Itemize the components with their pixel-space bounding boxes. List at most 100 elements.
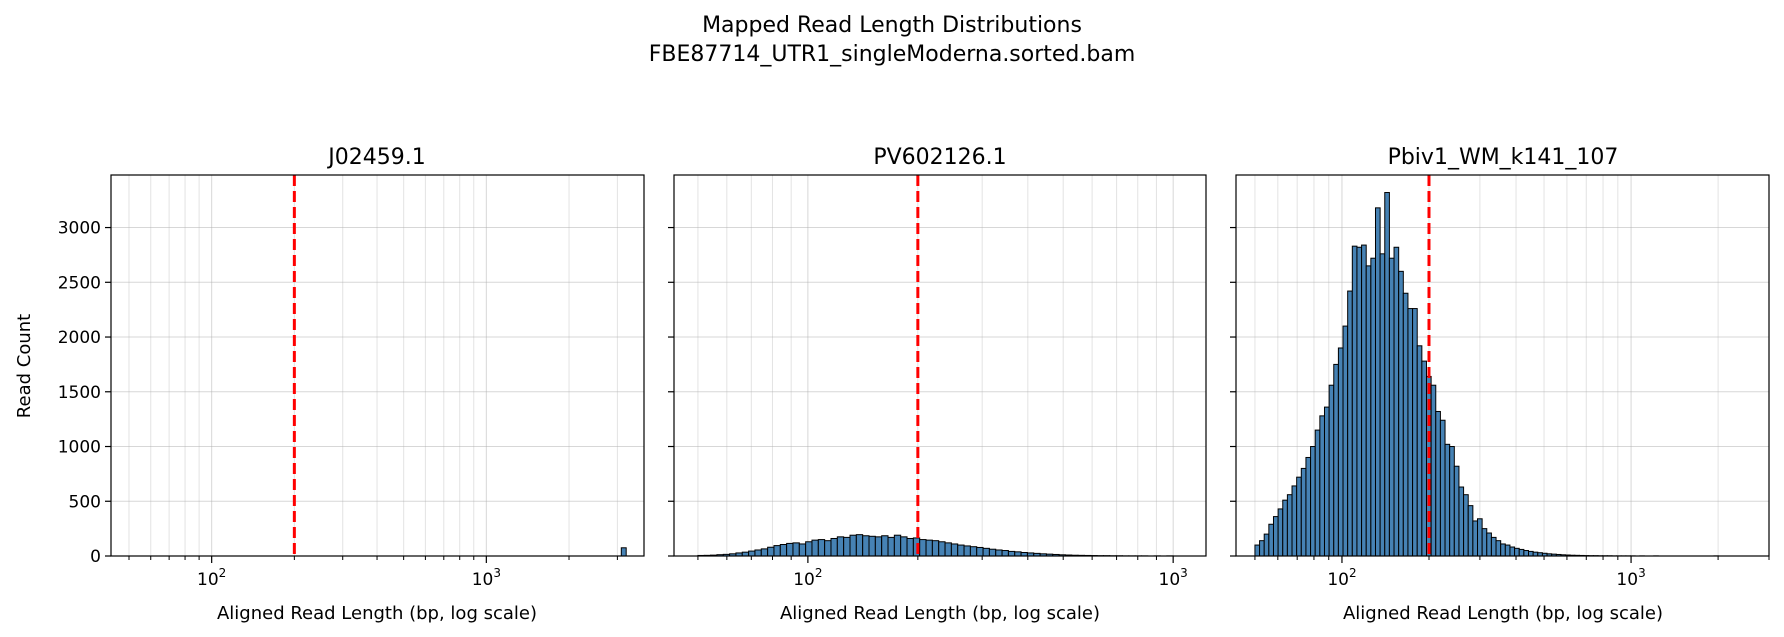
histogram-bar: [1356, 246, 1363, 557]
axes-frame: [673, 174, 1207, 557]
bars: [620, 547, 627, 557]
x-tick-label: 102: [1327, 566, 1356, 590]
histogram-bar: [1388, 257, 1395, 557]
histogram-bar: [1337, 347, 1344, 557]
y-ticks: [668, 226, 674, 557]
histogram-bar: [1412, 308, 1418, 557]
histogram-bar: [836, 536, 845, 557]
histogram-bar: [950, 543, 959, 557]
histogram-bar: [1272, 516, 1279, 557]
histogram-bar: [1263, 533, 1270, 557]
grid: [111, 175, 644, 557]
y-tick-label: 0: [90, 547, 101, 567]
x-tick-label: 102: [793, 566, 822, 590]
y-tick-label: 2500: [58, 273, 101, 293]
x-tick-label: 102: [197, 566, 226, 590]
histogram-bar: [779, 544, 788, 557]
histogram-bar: [862, 535, 870, 557]
histogram-bar: [988, 548, 997, 557]
x-ticks: 102 103: [697, 556, 1188, 590]
grid: [674, 175, 1206, 557]
histogram-bar: [1472, 520, 1478, 557]
histogram-bar: [1305, 456, 1312, 557]
histogram-bar: [792, 542, 800, 557]
histogram-bar: [1296, 476, 1302, 557]
y-axis-label: Read Count: [14, 314, 35, 418]
histogram-bar: [1351, 245, 1358, 557]
histogram-bar: [1393, 246, 1400, 557]
histogram-bar: [1259, 540, 1265, 557]
x-ticks: 102 103: [128, 556, 618, 590]
histogram-bar: [1490, 536, 1497, 557]
histogram-bar: [1291, 485, 1298, 557]
histogram-bar: [1514, 547, 1520, 557]
histogram-bar: [868, 535, 876, 557]
histogram-bar: [1495, 540, 1502, 557]
histogram-bar: [1001, 550, 1009, 557]
histogram-bar: [1268, 523, 1274, 557]
histogram-bar: [931, 540, 940, 557]
histogram-bar: [963, 545, 971, 557]
histogram-bar: [843, 536, 851, 557]
figure-title-line-2: FBE87714_UTR1_singleModerna.sorted.bam: [649, 42, 1136, 67]
histogram-bar: [1504, 544, 1511, 557]
x-axis-label: Aligned Read Length (bp, log scale): [217, 603, 537, 624]
histogram-bar: [976, 546, 984, 557]
histogram-bar: [944, 542, 952, 557]
histogram-bar: [1323, 406, 1330, 557]
histogram-bar: [1370, 257, 1376, 557]
histogram-bar: [1486, 532, 1492, 557]
histogram-bar: [1444, 443, 1451, 557]
histogram-bar: [1007, 550, 1016, 557]
histogram-bar: [748, 550, 756, 557]
figure-title-line-1: Mapped Read Length Distributions: [702, 13, 1082, 38]
histogram-bar: [1463, 494, 1469, 557]
histogram-bar: [1379, 253, 1386, 557]
histogram-bar: [1518, 548, 1525, 557]
histogram-bar: [1310, 446, 1316, 557]
histogram-bar: [1384, 192, 1390, 557]
histogram-bar: [982, 547, 990, 557]
panel-j02459: J02459.1 Aligned Read Length (bp, log sc…: [58, 145, 645, 624]
y-ticks: [1230, 226, 1236, 557]
histogram-bar: [798, 543, 807, 557]
y-tick-label: 2000: [58, 328, 101, 348]
histogram-bar: [1416, 345, 1423, 557]
y-tick-label: 1500: [58, 383, 101, 403]
histogram-bar: [811, 539, 819, 557]
panel-pbiv1-wm-k141-107: Pbiv1_WM_k141_107 Aligned Read Length (b…: [1230, 145, 1770, 624]
histogram-bar: [767, 546, 775, 557]
histogram-bar: [754, 549, 762, 557]
histogram-bar: [1374, 207, 1381, 557]
histogram-bar: [1333, 363, 1339, 557]
x-tick-label: 103: [1159, 566, 1188, 590]
histogram-bar: [906, 537, 914, 557]
histogram-bar: [919, 539, 927, 557]
bars: [697, 534, 1174, 557]
histogram-bar: [773, 545, 781, 557]
histogram-bar: [1449, 446, 1455, 557]
histogram-bar: [1347, 290, 1353, 557]
histogram-bar: [1435, 410, 1441, 557]
histogram-bar: [855, 534, 864, 557]
histogram-bar: [1528, 550, 1534, 557]
histogram-bar: [1467, 505, 1474, 557]
histogram-bar: [760, 548, 769, 557]
histogram-bar: [900, 536, 908, 557]
histogram-bar: [849, 534, 857, 557]
histogram-bar: [1523, 550, 1530, 557]
histogram-bar: [887, 536, 895, 557]
x-tick-label: 103: [1616, 566, 1645, 590]
x-tick-label: 103: [472, 566, 501, 590]
histogram-bar: [620, 547, 627, 557]
histogram-bar: [1481, 528, 1488, 557]
x-axis-label: Aligned Read Length (bp, log scale): [1343, 603, 1663, 624]
histogram-bar: [1328, 384, 1335, 557]
histogram-bar: [1254, 544, 1261, 557]
histogram-bar: [1277, 508, 1284, 557]
y-tick-label: 3000: [58, 219, 101, 239]
histogram-bar: [1282, 499, 1288, 557]
histogram-bar: [957, 544, 965, 557]
histogram-bar: [1453, 465, 1460, 557]
histogram-bar: [1430, 384, 1437, 557]
